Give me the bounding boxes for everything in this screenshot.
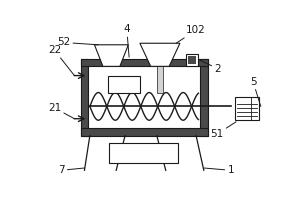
Bar [235, 97, 259, 120]
Bar [157, 66, 163, 93]
Text: 5: 5 [250, 77, 261, 106]
Text: 51: 51 [210, 122, 236, 139]
Bar [109, 143, 178, 163]
Text: 2: 2 [200, 60, 221, 74]
Bar [81, 128, 208, 136]
Bar [200, 59, 208, 136]
Polygon shape [140, 43, 180, 66]
Text: 22: 22 [48, 45, 74, 76]
Text: 1: 1 [204, 165, 234, 175]
Bar [81, 59, 208, 66]
Bar [186, 54, 198, 66]
Text: 21: 21 [48, 103, 74, 119]
Bar [81, 59, 88, 136]
Text: 52: 52 [57, 37, 98, 47]
Text: 7: 7 [58, 165, 85, 175]
Bar [188, 56, 196, 64]
Text: 102: 102 [176, 25, 206, 43]
Bar [108, 76, 140, 93]
Bar [88, 66, 200, 128]
Polygon shape [94, 45, 128, 66]
Text: 4: 4 [124, 24, 130, 57]
